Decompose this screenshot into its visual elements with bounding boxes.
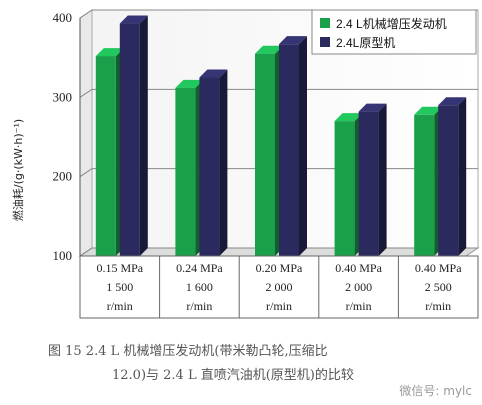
side-wall [79, 9, 93, 257]
x-category-label: 2 000 [266, 280, 293, 294]
bar-front [279, 44, 299, 257]
bar-top [279, 36, 307, 45]
y-axis-label: 燃油耗/(g·(kW·h)⁻¹) [11, 119, 25, 221]
bar-side [458, 97, 467, 257]
bar-front [414, 114, 435, 256]
bar-top [358, 103, 387, 112]
bar [358, 103, 387, 256]
legend-swatch [320, 37, 330, 47]
bar-side [378, 103, 387, 256]
bar-front [95, 56, 116, 256]
bar [255, 45, 283, 257]
x-category-label: 2 500 [425, 280, 452, 294]
bar-top [334, 113, 363, 122]
x-category-label: r/min [186, 299, 212, 313]
bar-chart: 100 200 300 400 0.15 MPa 1 500 r/min 0.24 MPa 1… [11, 9, 480, 319]
bar-front [175, 87, 196, 257]
bar [279, 36, 307, 257]
bar-top [438, 97, 467, 106]
figure-caption: 图 15 2.4 L 机械增压发动机(带米勒凸轮,压缩比 12.0)与 2.4 … [48, 340, 468, 388]
watermark: 微信号: mylc [399, 384, 472, 398]
bar-front [255, 53, 275, 257]
x-category-label: 1 500 [106, 280, 133, 294]
y-tick-label: 200 [53, 169, 73, 184]
y-tick-labels: 100 200 300 400 [53, 10, 73, 263]
x-category-label: 0.40 MPa [335, 261, 382, 275]
y-tick-label: 300 [53, 89, 73, 104]
bar-side [139, 15, 148, 257]
x-category-label: r/min [266, 299, 292, 313]
x-category-label: 0.20 MPa [256, 261, 303, 275]
caption-line-1: 图 15 2.4 L 机械增压发动机(带米勒凸轮,压缩比 [48, 344, 328, 359]
legend-box [311, 9, 477, 55]
x-category-label: 0.40 MPa [415, 261, 462, 275]
bar [199, 69, 228, 256]
bar-front [199, 77, 220, 256]
x-category-labels: 0.15 MPa 1 500 r/min 0.24 MPa 1 600 r/min 0.20… [79, 255, 479, 319]
category-table [79, 255, 479, 319]
bar [438, 97, 467, 257]
bar-front [119, 23, 140, 257]
bar-front [334, 121, 355, 256]
bar [414, 106, 443, 256]
bar-top [255, 45, 283, 54]
x-category-label: 1 600 [186, 280, 213, 294]
bar-side [299, 36, 307, 257]
bar-top [414, 106, 443, 115]
gridline [79, 88, 478, 98]
y-tick-label: 100 [53, 248, 73, 263]
x-category-label: 0.24 MPa [176, 261, 223, 275]
x-category-label: r/min [346, 299, 372, 313]
legend: 2.4 L机械增压发动机 2.4L原型机 [311, 9, 477, 55]
bar-top [119, 15, 148, 24]
bar-side [219, 69, 228, 256]
bar-top [199, 69, 228, 78]
legend-swatch [320, 18, 330, 28]
x-category-label: 0.15 MPa [96, 261, 143, 275]
bar-front [358, 111, 379, 256]
x-category-label: r/min [107, 299, 133, 313]
bar [334, 113, 363, 256]
bar-front [438, 105, 459, 257]
bar [95, 48, 124, 256]
bar-top [95, 48, 124, 57]
y-tick-label: 400 [53, 10, 73, 25]
legend-label: 2.4 L机械增压发动机 [336, 16, 447, 31]
bar [175, 79, 204, 257]
legend-label: 2.4L原型机 [336, 36, 395, 50]
bar [119, 15, 148, 257]
x-category-label: 2 000 [345, 280, 372, 294]
caption-line-2: 12.0)与 2.4 L 直喷汽油机(原型机)的比较 [112, 368, 354, 383]
bars [95, 15, 467, 257]
x-category-label: r/min [425, 299, 451, 313]
bar-top [175, 79, 204, 88]
